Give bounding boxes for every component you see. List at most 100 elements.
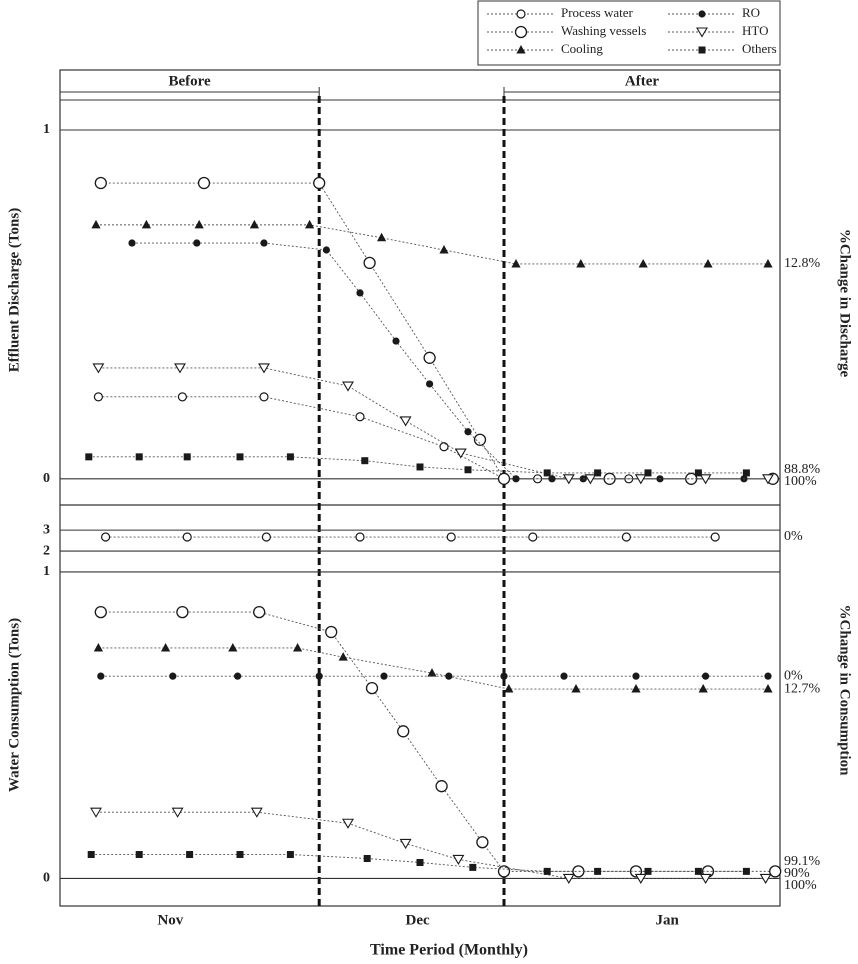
- marker: [439, 442, 449, 452]
- marker: [135, 453, 143, 461]
- phase-bracket: [503, 87, 781, 97]
- phase-label: Before: [168, 73, 211, 89]
- marker: [176, 605, 189, 619]
- end-label: 88.8%: [784, 462, 821, 477]
- marker: [572, 865, 585, 878]
- marker: [85, 453, 93, 461]
- marker: [286, 453, 294, 461]
- marker: [92, 363, 105, 374]
- marker: [698, 684, 708, 693]
- marker: [363, 256, 376, 270]
- marker: [169, 672, 177, 680]
- marker: [762, 474, 774, 485]
- series-line: [96, 224, 768, 265]
- marker: [293, 642, 303, 652]
- marker: [399, 416, 412, 427]
- marker: [584, 474, 597, 485]
- marker: [594, 469, 602, 477]
- phase-bracket: [59, 87, 320, 97]
- marker: [528, 532, 538, 542]
- plot-frame: [59, 69, 781, 907]
- marker: [703, 258, 713, 268]
- marker: [426, 380, 434, 388]
- marker: [644, 469, 652, 477]
- marker: [234, 672, 242, 680]
- marker: [562, 474, 575, 485]
- marker: [228, 642, 238, 652]
- marker: [197, 176, 211, 190]
- marker: [742, 867, 750, 875]
- marker: [250, 807, 263, 818]
- marker: [764, 672, 772, 680]
- y-tick-label: 2: [43, 543, 50, 558]
- legend-label: Others: [742, 41, 777, 56]
- marker: [342, 381, 354, 392]
- marker: [355, 532, 365, 542]
- marker: [363, 854, 371, 862]
- marker: [632, 672, 640, 680]
- y-tick-label: 1: [43, 122, 50, 137]
- marker: [356, 289, 364, 297]
- marker: [511, 258, 521, 268]
- marker: [543, 469, 551, 477]
- x-tick-label: Jan: [656, 912, 680, 928]
- series-line: [96, 811, 766, 879]
- marker: [699, 474, 712, 485]
- marker: [452, 854, 465, 866]
- marker: [644, 867, 652, 875]
- marker: [469, 863, 477, 871]
- marker: [161, 642, 171, 652]
- marker: [516, 9, 526, 19]
- y-tick-label: 1: [43, 564, 50, 579]
- legend-label: Washing vessels: [561, 23, 646, 38]
- marker: [464, 466, 472, 474]
- end-label: 99.1%: [784, 854, 821, 869]
- marker: [177, 392, 187, 402]
- marker: [634, 474, 647, 485]
- marker: [183, 453, 191, 461]
- right-axis-title: %Change in Discharge: [837, 229, 853, 378]
- y-tick-label: 3: [43, 522, 50, 537]
- right-axis-title: %Change in Consumption: [837, 605, 853, 777]
- marker: [261, 532, 271, 542]
- series-line: [100, 611, 776, 872]
- marker: [322, 246, 330, 254]
- marker: [249, 219, 259, 229]
- marker: [325, 625, 338, 639]
- legend-label: Process water: [561, 5, 634, 20]
- y-tick-label: 0: [43, 471, 50, 486]
- series-line: [132, 242, 744, 480]
- marker: [416, 858, 424, 866]
- marker: [445, 672, 453, 680]
- legend-box: [477, 0, 781, 66]
- marker: [397, 725, 410, 738]
- marker: [504, 684, 514, 693]
- marker: [416, 463, 424, 471]
- marker: [93, 392, 104, 402]
- marker: [576, 258, 586, 268]
- marker: [253, 605, 266, 619]
- marker: [548, 475, 556, 483]
- marker: [135, 851, 143, 859]
- marker: [763, 258, 773, 268]
- marker: [305, 219, 315, 229]
- marker: [742, 469, 750, 477]
- marker: [380, 672, 388, 680]
- marker: [543, 867, 551, 875]
- marker: [94, 176, 107, 190]
- marker: [638, 258, 648, 268]
- marker: [571, 684, 581, 693]
- marker: [182, 532, 192, 542]
- series-line: [98, 367, 768, 480]
- marker: [365, 681, 379, 695]
- marker: [702, 672, 710, 680]
- marker: [698, 46, 706, 54]
- marker: [497, 865, 511, 878]
- marker: [399, 838, 412, 850]
- y-axis-title: Effluent Discharge (Tons): [6, 208, 22, 372]
- marker: [361, 457, 369, 465]
- marker: [769, 865, 782, 878]
- marker: [699, 873, 712, 885]
